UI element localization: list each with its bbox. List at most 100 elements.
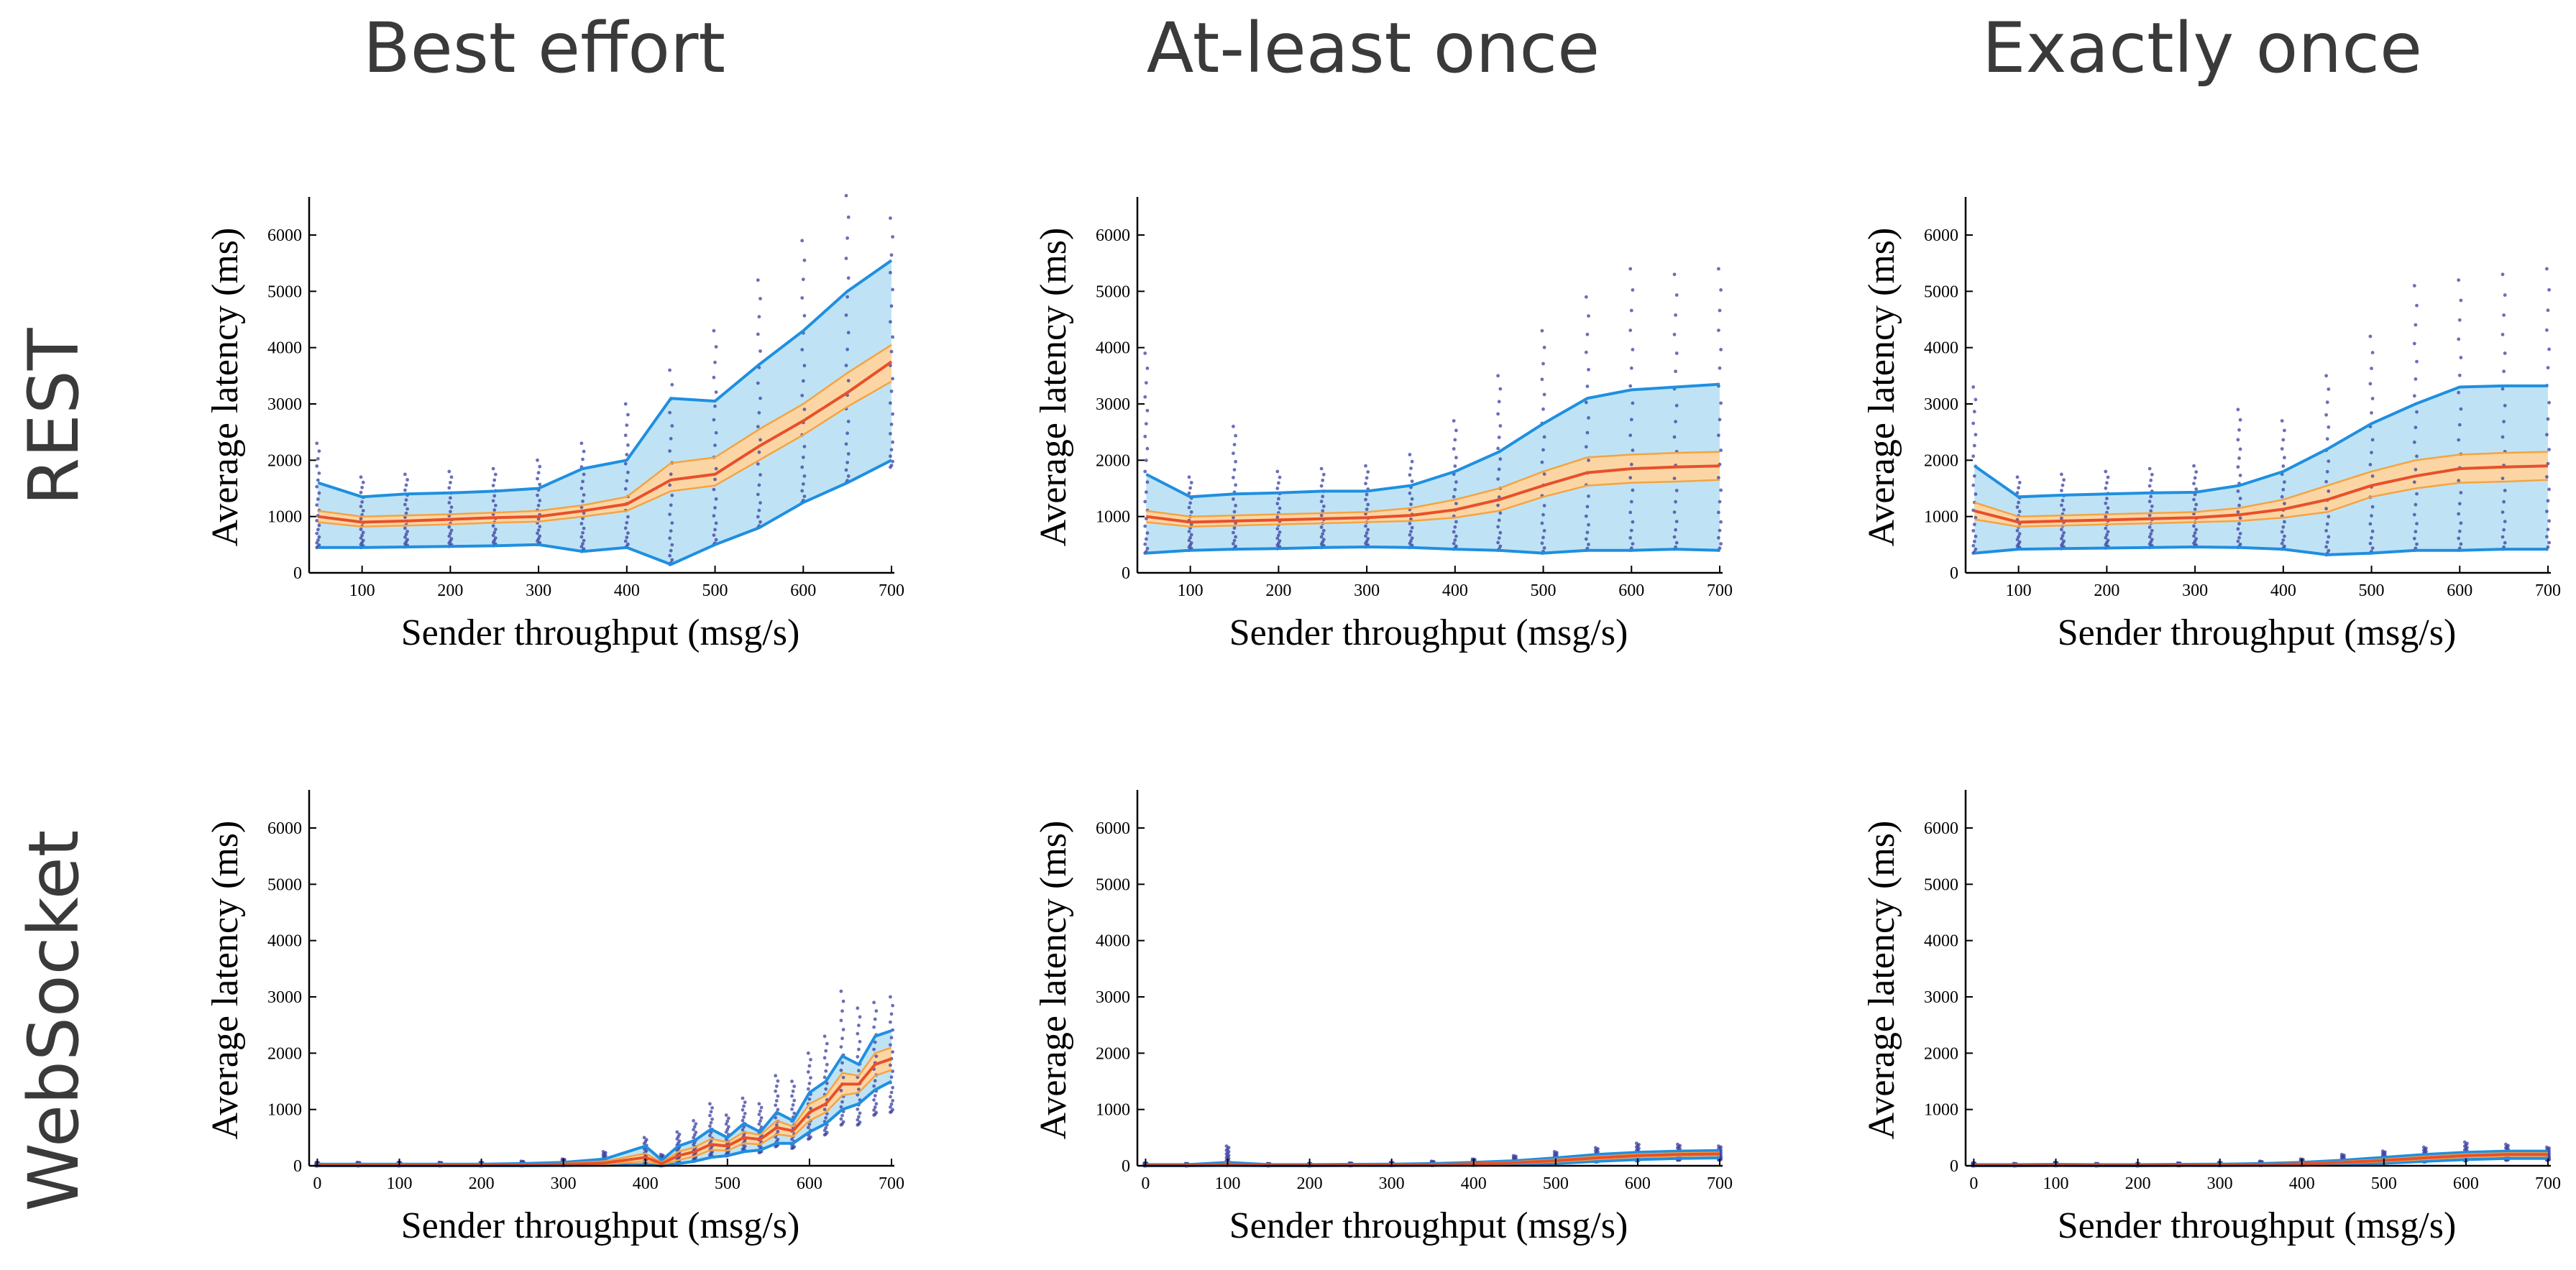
data-point <box>840 1009 844 1013</box>
data-point <box>2370 535 2373 540</box>
data-point <box>2148 500 2152 504</box>
data-point <box>1145 546 1150 551</box>
x-tick-label: 700 <box>2535 581 2561 600</box>
data-point <box>1144 459 1148 462</box>
data-point <box>493 528 498 531</box>
y-tick-label: 6000 <box>1924 226 1958 245</box>
data-point <box>1277 497 1280 501</box>
data-point <box>403 502 407 507</box>
data-point <box>742 1115 746 1119</box>
data-point <box>2104 526 2108 530</box>
data-point <box>1593 1146 1598 1150</box>
x-tick-label: 500 <box>715 1174 741 1193</box>
data-point <box>2459 356 2463 359</box>
data-point <box>1496 446 1500 451</box>
x-axis-title: Sender throughput (msg/s) <box>401 1205 800 1246</box>
x-tick-label: 300 <box>2207 1174 2233 1193</box>
ci-band-fill <box>1974 451 2548 527</box>
data-point <box>2148 525 2152 529</box>
data-point <box>709 1121 713 1125</box>
chart-panel-rest-best-effort: 0 1000 2000 3000 4000 5000 6000 100 200 300 400 500… <box>205 193 904 653</box>
data-point <box>669 548 673 553</box>
data-point <box>2414 425 2418 430</box>
data-point <box>1145 446 1150 451</box>
data-point <box>1496 477 1500 481</box>
data-point <box>2501 272 2505 277</box>
data-point <box>2547 540 2552 545</box>
x-tick-label: 100 <box>1214 1174 1240 1193</box>
data-point <box>2283 502 2286 505</box>
y-tick-label: 4000 <box>1096 339 1130 358</box>
data-point <box>2370 397 2375 400</box>
data-point <box>1453 438 1457 442</box>
data-point <box>2368 382 2373 386</box>
data-point <box>1143 395 1147 399</box>
data-point <box>2412 512 2416 517</box>
data-point <box>776 1079 780 1083</box>
data-point <box>741 1108 745 1112</box>
x-tick-label: 600 <box>1618 581 1644 600</box>
data-point <box>1496 525 1500 529</box>
data-point <box>694 1122 698 1126</box>
data-point <box>2193 476 2197 480</box>
data-point <box>713 404 717 408</box>
data-point <box>774 1084 779 1088</box>
data-point <box>315 531 319 535</box>
data-point <box>1453 538 1457 542</box>
x-tick-label: 100 <box>1178 581 1204 600</box>
data-point <box>2148 513 2152 517</box>
data-point <box>538 464 542 469</box>
data-point <box>692 1118 695 1123</box>
data-point <box>743 1100 747 1104</box>
data-point <box>757 508 761 512</box>
data-point <box>1587 459 1590 462</box>
data-point <box>1498 387 1503 391</box>
data-point <box>2457 529 2462 533</box>
data-point <box>1497 536 1501 540</box>
data-point <box>2237 428 2241 432</box>
data-point <box>1143 542 1147 546</box>
data-point <box>449 505 454 510</box>
data-point <box>1584 400 1588 405</box>
data-point <box>1408 453 1412 456</box>
data-point <box>839 1018 843 1023</box>
data-point <box>806 1126 810 1130</box>
y-tick-label: 6000 <box>1096 819 1130 838</box>
data-point <box>1232 538 1237 543</box>
data-point <box>2547 287 2552 292</box>
data-point <box>2501 477 2505 480</box>
data-point <box>1232 497 1235 501</box>
data-point <box>792 1098 797 1103</box>
data-point <box>670 493 674 497</box>
data-point <box>1674 540 1679 545</box>
data-point <box>2104 469 2108 474</box>
band-fill <box>1974 385 2548 555</box>
data-point <box>2062 507 2066 512</box>
data-point <box>1275 487 1280 490</box>
y-tick-label: 2000 <box>267 1044 302 1063</box>
data-point <box>845 236 849 240</box>
data-point <box>1674 528 1678 532</box>
data-point <box>858 1039 862 1044</box>
x-tick-label: 0 <box>1969 1174 1978 1193</box>
x-tick-label: 0 <box>1141 1174 1150 1193</box>
data-point <box>315 519 319 523</box>
data-point <box>776 1094 780 1098</box>
data-point <box>642 1136 646 1140</box>
data-point <box>889 1090 894 1095</box>
data-point <box>1189 533 1193 537</box>
data-point <box>360 500 364 504</box>
data-point <box>2325 469 2329 474</box>
data-point <box>1631 448 1635 452</box>
data-point <box>858 1121 862 1124</box>
data-point <box>873 1105 877 1109</box>
chart-panel-websocket-at-least-once: 0 1000 2000 3000 4000 5000 6000 0 100 200 300 400 50… <box>1033 790 1733 1246</box>
data-point <box>1275 527 1280 531</box>
data-point <box>1628 476 1633 480</box>
data-point <box>491 484 495 487</box>
data-point <box>846 452 851 456</box>
data-point <box>2504 1142 2508 1146</box>
data-point <box>2017 500 2021 505</box>
data-point <box>802 494 807 498</box>
data-point <box>492 530 497 535</box>
